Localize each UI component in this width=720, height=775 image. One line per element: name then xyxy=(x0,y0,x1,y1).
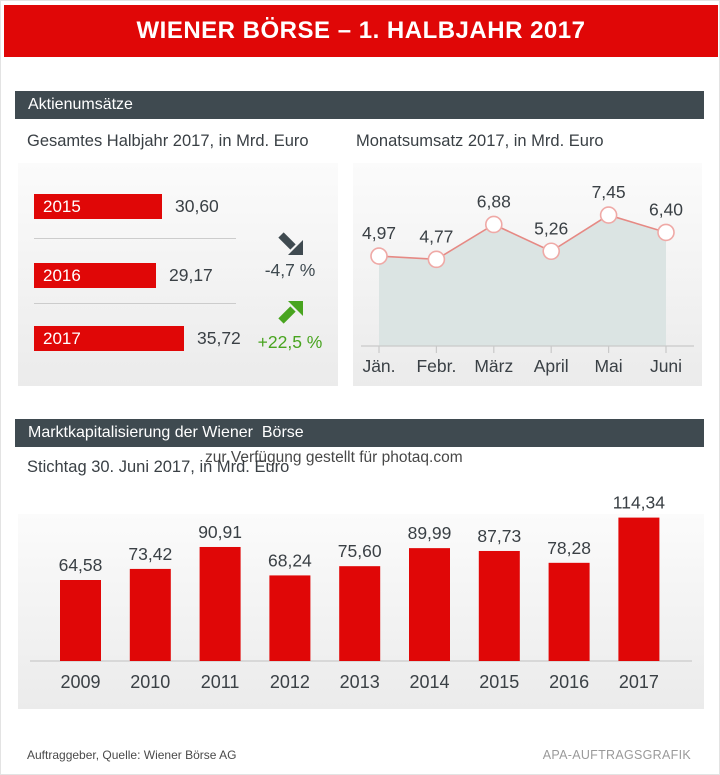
bar xyxy=(129,568,171,661)
bar xyxy=(548,562,590,661)
month-label: Juni xyxy=(650,356,682,376)
marktkapitalisierung-subtitle: Stichtag 30. Juni 2017, in Mrd. Euro xyxy=(27,458,290,476)
change-percent-label: +22,5 % xyxy=(257,332,323,352)
bar-value-label: 114,34 xyxy=(613,493,665,513)
section-heading-aktienumsaetze: Aktienumsätze xyxy=(15,91,704,119)
data-point xyxy=(542,242,560,261)
hbar-row-2017: 2017 35,72 xyxy=(34,326,241,351)
data-point xyxy=(657,223,675,242)
section-heading-label: Aktienumsätze xyxy=(28,96,133,113)
change-2015-2016: -4,7 % xyxy=(245,229,335,281)
month-label: Mai xyxy=(594,356,622,376)
bar: 2017 xyxy=(34,326,184,351)
bar-value-label: 90,91 xyxy=(198,522,242,542)
month-label: Febr. xyxy=(416,356,456,376)
section-heading-marktkapitalisierung: Marktkapitalisierung der Wiener Börse xyxy=(15,419,704,447)
month-label: März xyxy=(474,356,513,376)
producer-credit: APA-AUFTRAGSGRAFIK xyxy=(542,748,691,762)
value-label: 6,88 xyxy=(477,191,511,211)
value-label: 4,77 xyxy=(419,226,453,246)
section-heading-label: Marktkapitalisierung der Wiener Börse xyxy=(28,424,304,441)
bar-value-label: 29,17 xyxy=(169,265,213,285)
value-label: 5,26 xyxy=(534,218,568,238)
halbjahr-subtitle: Gesamtes Halbjahr 2017, in Mrd. Euro xyxy=(27,132,309,150)
main-header: WIENER BÖRSE – 1. HALBJAHR 2017 xyxy=(4,5,718,57)
halbjahr-bar-chart: -4,7 % +22,5 % 2015 30,60 2016 29,17 2017 35,… xyxy=(18,163,338,386)
monatsumsatz-subtitle: Monatsumsatz 2017, in Mrd. Euro xyxy=(356,132,604,150)
change-2016-2017: +22,5 % xyxy=(245,301,335,353)
page-title: WIENER BÖRSE – 1. HALBJAHR 2017 xyxy=(136,17,586,44)
separator-line xyxy=(34,303,236,304)
area-chart-svg: 4,97 Jän. 4,77 Febr. 6,88 März 5,26 April 7,45 Ma… xyxy=(361,182,694,376)
month-label: April xyxy=(534,356,569,376)
bar-value-label: 68,24 xyxy=(268,550,312,570)
bar xyxy=(60,580,101,661)
monatsumsatz-area-chart: 4,97 Jän. 4,77 Febr. 6,88 März 5,26 April 7,45 Ma… xyxy=(353,163,702,386)
year-label: 2015 xyxy=(479,672,519,692)
bar: 2016 xyxy=(34,263,156,288)
bar-value-label: 73,42 xyxy=(128,544,172,564)
bar xyxy=(339,566,381,661)
source-credit: Auftraggeber, Quelle: Wiener Börse AG xyxy=(27,748,237,762)
watermark-text: zur Verfügung gestellt für photaq.com xyxy=(205,449,463,466)
data-point xyxy=(427,250,446,269)
value-label: 4,97 xyxy=(362,223,396,243)
hbar-row-2016: 2016 29,17 xyxy=(34,263,213,288)
bar-value-label: 30,60 xyxy=(175,196,219,216)
year-label: 2009 xyxy=(60,672,100,692)
arrow-down-right-icon xyxy=(278,232,303,255)
bar-value-label: 75,60 xyxy=(338,541,382,561)
bar xyxy=(478,550,520,661)
year-label: 2016 xyxy=(549,672,589,692)
area-fill xyxy=(379,215,666,346)
bar-value-label: 64,58 xyxy=(59,555,103,575)
data-point xyxy=(485,215,503,234)
bar xyxy=(409,548,450,661)
year-label: 2012 xyxy=(270,672,310,692)
data-line xyxy=(378,214,667,261)
arrow-up-right-icon xyxy=(278,301,303,324)
bar xyxy=(618,517,660,661)
bar xyxy=(199,546,241,661)
bar: 2015 xyxy=(34,194,162,219)
bar-value-label: 87,73 xyxy=(477,526,521,546)
data-point xyxy=(370,247,388,265)
value-label: 7,45 xyxy=(592,182,626,202)
month-label: Jän. xyxy=(362,356,395,376)
bar-value-label: 78,28 xyxy=(547,538,591,558)
year-label: 2013 xyxy=(340,672,380,692)
bar xyxy=(269,575,311,661)
value-label: 6,40 xyxy=(649,199,683,219)
bar-value-label: 89,99 xyxy=(408,523,452,543)
hbar-row-2015: 2015 30,60 xyxy=(34,194,219,219)
bar-chart-svg: 64,58 2009 73,42 2010 90,91 2011 68,24 2012 75,6… xyxy=(30,493,692,692)
change-percent-label: -4,7 % xyxy=(264,260,316,280)
year-label: 2014 xyxy=(409,672,449,692)
year-label: 2011 xyxy=(201,672,240,692)
year-label: 2010 xyxy=(130,672,170,692)
year-label: 2017 xyxy=(619,672,659,692)
marktkapitalisierung-bar-chart: 64,58 2009 73,42 2010 90,91 2011 68,24 2012 75,6… xyxy=(18,493,704,709)
separator-line xyxy=(34,238,236,239)
data-point xyxy=(599,206,618,224)
bar-value-label: 35,72 xyxy=(197,328,241,348)
